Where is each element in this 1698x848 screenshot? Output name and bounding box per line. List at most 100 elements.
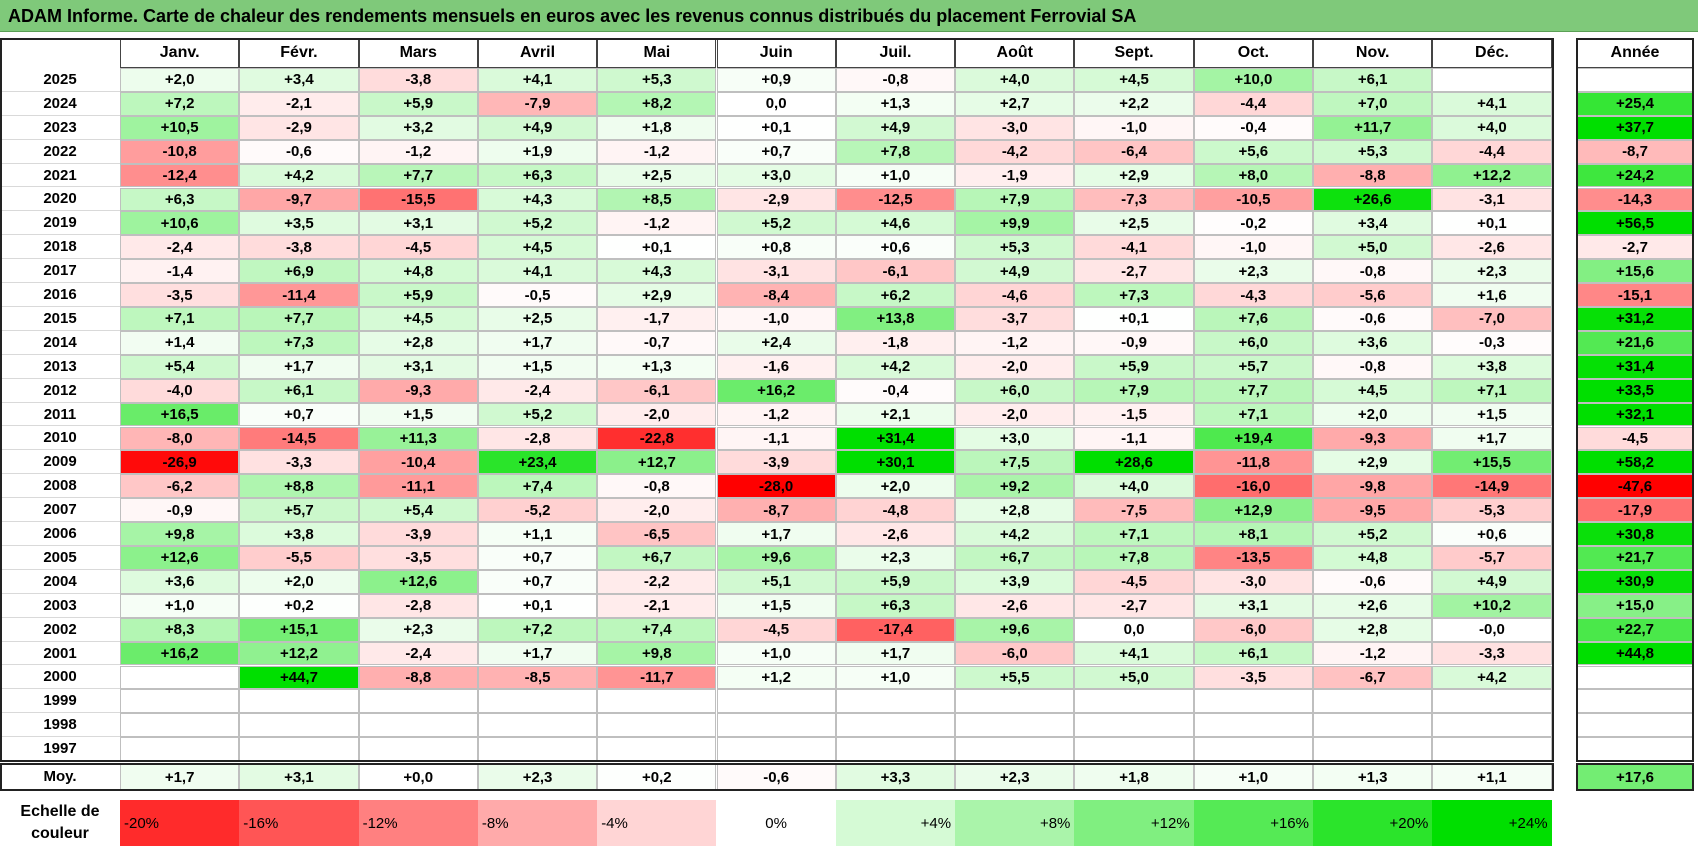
heatmap-cell: +3,0 [716, 163, 836, 188]
scale-swatch: +20% [1313, 800, 1433, 846]
heatmap-cell: -4,1 [1074, 235, 1194, 260]
heatmap-cell: -6,1 [597, 378, 717, 403]
average-cell: +1,0 [1193, 764, 1313, 790]
heatmap-cell [716, 737, 836, 762]
heatmap-cell: +3,4 [1313, 211, 1433, 236]
heatmap-cell: +9,8 [120, 522, 240, 546]
heatmap-cell: -2,8 [358, 593, 478, 618]
heatmap-cell: +3,9 [955, 569, 1075, 594]
year-label: 2018 [0, 235, 120, 260]
heatmap-cell: +2,8 [1313, 617, 1433, 642]
year-label: 1999 [0, 689, 120, 714]
heatmap-cell [120, 665, 240, 690]
annual-cell [1576, 737, 1694, 762]
heatmap-cell: -3,3 [239, 450, 359, 475]
annual-cell: +58,2 [1576, 450, 1694, 475]
scale-swatch: +24% [1432, 800, 1552, 846]
heatmap-cell: +0,1 [1432, 211, 1552, 236]
heatmap-cell: +0,8 [716, 235, 836, 260]
heatmap-cell: +1,6 [1432, 283, 1552, 307]
heatmap-cell: +7,5 [955, 450, 1075, 475]
heatmap-cell: +1,7 [477, 641, 598, 666]
heatmap-cell: +13,8 [835, 307, 956, 331]
heatmap-cell [597, 713, 717, 738]
heatmap-cell: +6,3 [835, 593, 956, 618]
heatmap-cell: +5,1 [716, 569, 836, 594]
year-label: 2016 [0, 283, 120, 307]
heatmap-cell: +5,9 [835, 569, 956, 594]
heatmap-cell: +2,5 [1074, 211, 1194, 236]
scale-swatch: +4% [835, 800, 956, 846]
heatmap-cell: +3,6 [120, 569, 240, 594]
heatmap-cell [1432, 737, 1552, 762]
heatmap-cell: +6,9 [239, 259, 359, 284]
heatmap-cell: -12,4 [120, 163, 240, 188]
heatmap-cell: +5,2 [477, 211, 598, 236]
heatmap-cell: -1,7 [597, 307, 717, 331]
annual-cell [1576, 68, 1694, 92]
heatmap-cell: -1,0 [1074, 115, 1194, 140]
heatmap-cell: +6,1 [1193, 641, 1313, 666]
heatmap-cell: +0,1 [477, 593, 598, 618]
year-label: 2004 [0, 569, 120, 594]
heatmap-cell: -2,7 [1074, 593, 1194, 618]
heatmap-cell [1074, 713, 1194, 738]
heatmap-cell: -11,8 [1193, 450, 1313, 475]
month-header: Janv. [120, 38, 240, 68]
heatmap-cell: -4,5 [1074, 569, 1194, 594]
heatmap-cell: +3,1 [358, 211, 478, 236]
heatmap-cell: +9,8 [597, 641, 717, 666]
average-cell: +1,1 [1432, 764, 1552, 790]
heatmap-cell: -1,2 [716, 402, 836, 427]
heatmap-cell: +6,3 [120, 187, 240, 212]
heatmap-cell: -8,5 [477, 665, 598, 690]
heatmap-cell: +7,2 [120, 91, 240, 116]
heatmap-cell: +16,2 [120, 641, 240, 666]
heatmap-cell: +6,1 [1313, 68, 1433, 92]
heatmap-cell: -4,0 [120, 378, 240, 403]
heatmap-cell [1074, 689, 1194, 714]
heatmap-cell: +2,8 [955, 498, 1075, 523]
heatmap-cell: +2,2 [1074, 91, 1194, 116]
heatmap-cell: -0,6 [1313, 569, 1433, 594]
year-label: 2001 [0, 641, 120, 666]
heatmap-cell: -10,8 [120, 139, 240, 164]
heatmap-cell: +6,0 [955, 378, 1075, 403]
heatmap-cell: +4,8 [1313, 546, 1433, 570]
heatmap-cell: +12,6 [120, 546, 240, 570]
heatmap-cell: -1,2 [955, 330, 1075, 355]
year-label: 1997 [0, 737, 120, 762]
heatmap-cell: +0,7 [239, 402, 359, 427]
heatmap-cell: -6,7 [1313, 665, 1433, 690]
heatmap-cell: +11,3 [358, 426, 478, 451]
heatmap-cell: +4,1 [477, 68, 598, 92]
annual-cell: +31,4 [1576, 354, 1694, 379]
heatmap-cell: +4,3 [597, 259, 717, 284]
heatmap-cell: +12,2 [239, 641, 359, 666]
heatmap-cell: -13,5 [1193, 546, 1313, 570]
heatmap-cell: +31,4 [835, 426, 956, 451]
heatmap-cell [477, 737, 598, 762]
heatmap-cell: -6,1 [835, 259, 956, 284]
heatmap-cell [358, 713, 478, 738]
heatmap-cell [1313, 713, 1433, 738]
annual-cell: -4,5 [1576, 426, 1694, 451]
heatmap-cell: +2,1 [835, 402, 956, 427]
annual-cell: +24,2 [1576, 163, 1694, 188]
heatmap-cell: -1,0 [1193, 235, 1313, 260]
heatmap-cell: -2,4 [358, 641, 478, 666]
year-label: 2020 [0, 187, 120, 212]
heatmap-cell: +5,2 [477, 402, 598, 427]
heatmap-cell: +28,6 [1074, 450, 1194, 475]
heatmap-cell: +10,6 [120, 211, 240, 236]
heatmap-cell: -4,5 [358, 235, 478, 260]
heatmap-cell: -7,5 [1074, 498, 1194, 523]
heatmap-cell: -10,4 [358, 450, 478, 475]
heatmap-cell [120, 713, 240, 738]
heatmap-cell: -0,9 [1074, 330, 1194, 355]
heatmap-cell: +3,5 [239, 211, 359, 236]
heatmap-cell: -3,1 [716, 259, 836, 284]
heatmap-cell: -5,5 [239, 546, 359, 570]
year-label: 2008 [0, 474, 120, 499]
scale-swatch: -20% [120, 800, 240, 846]
